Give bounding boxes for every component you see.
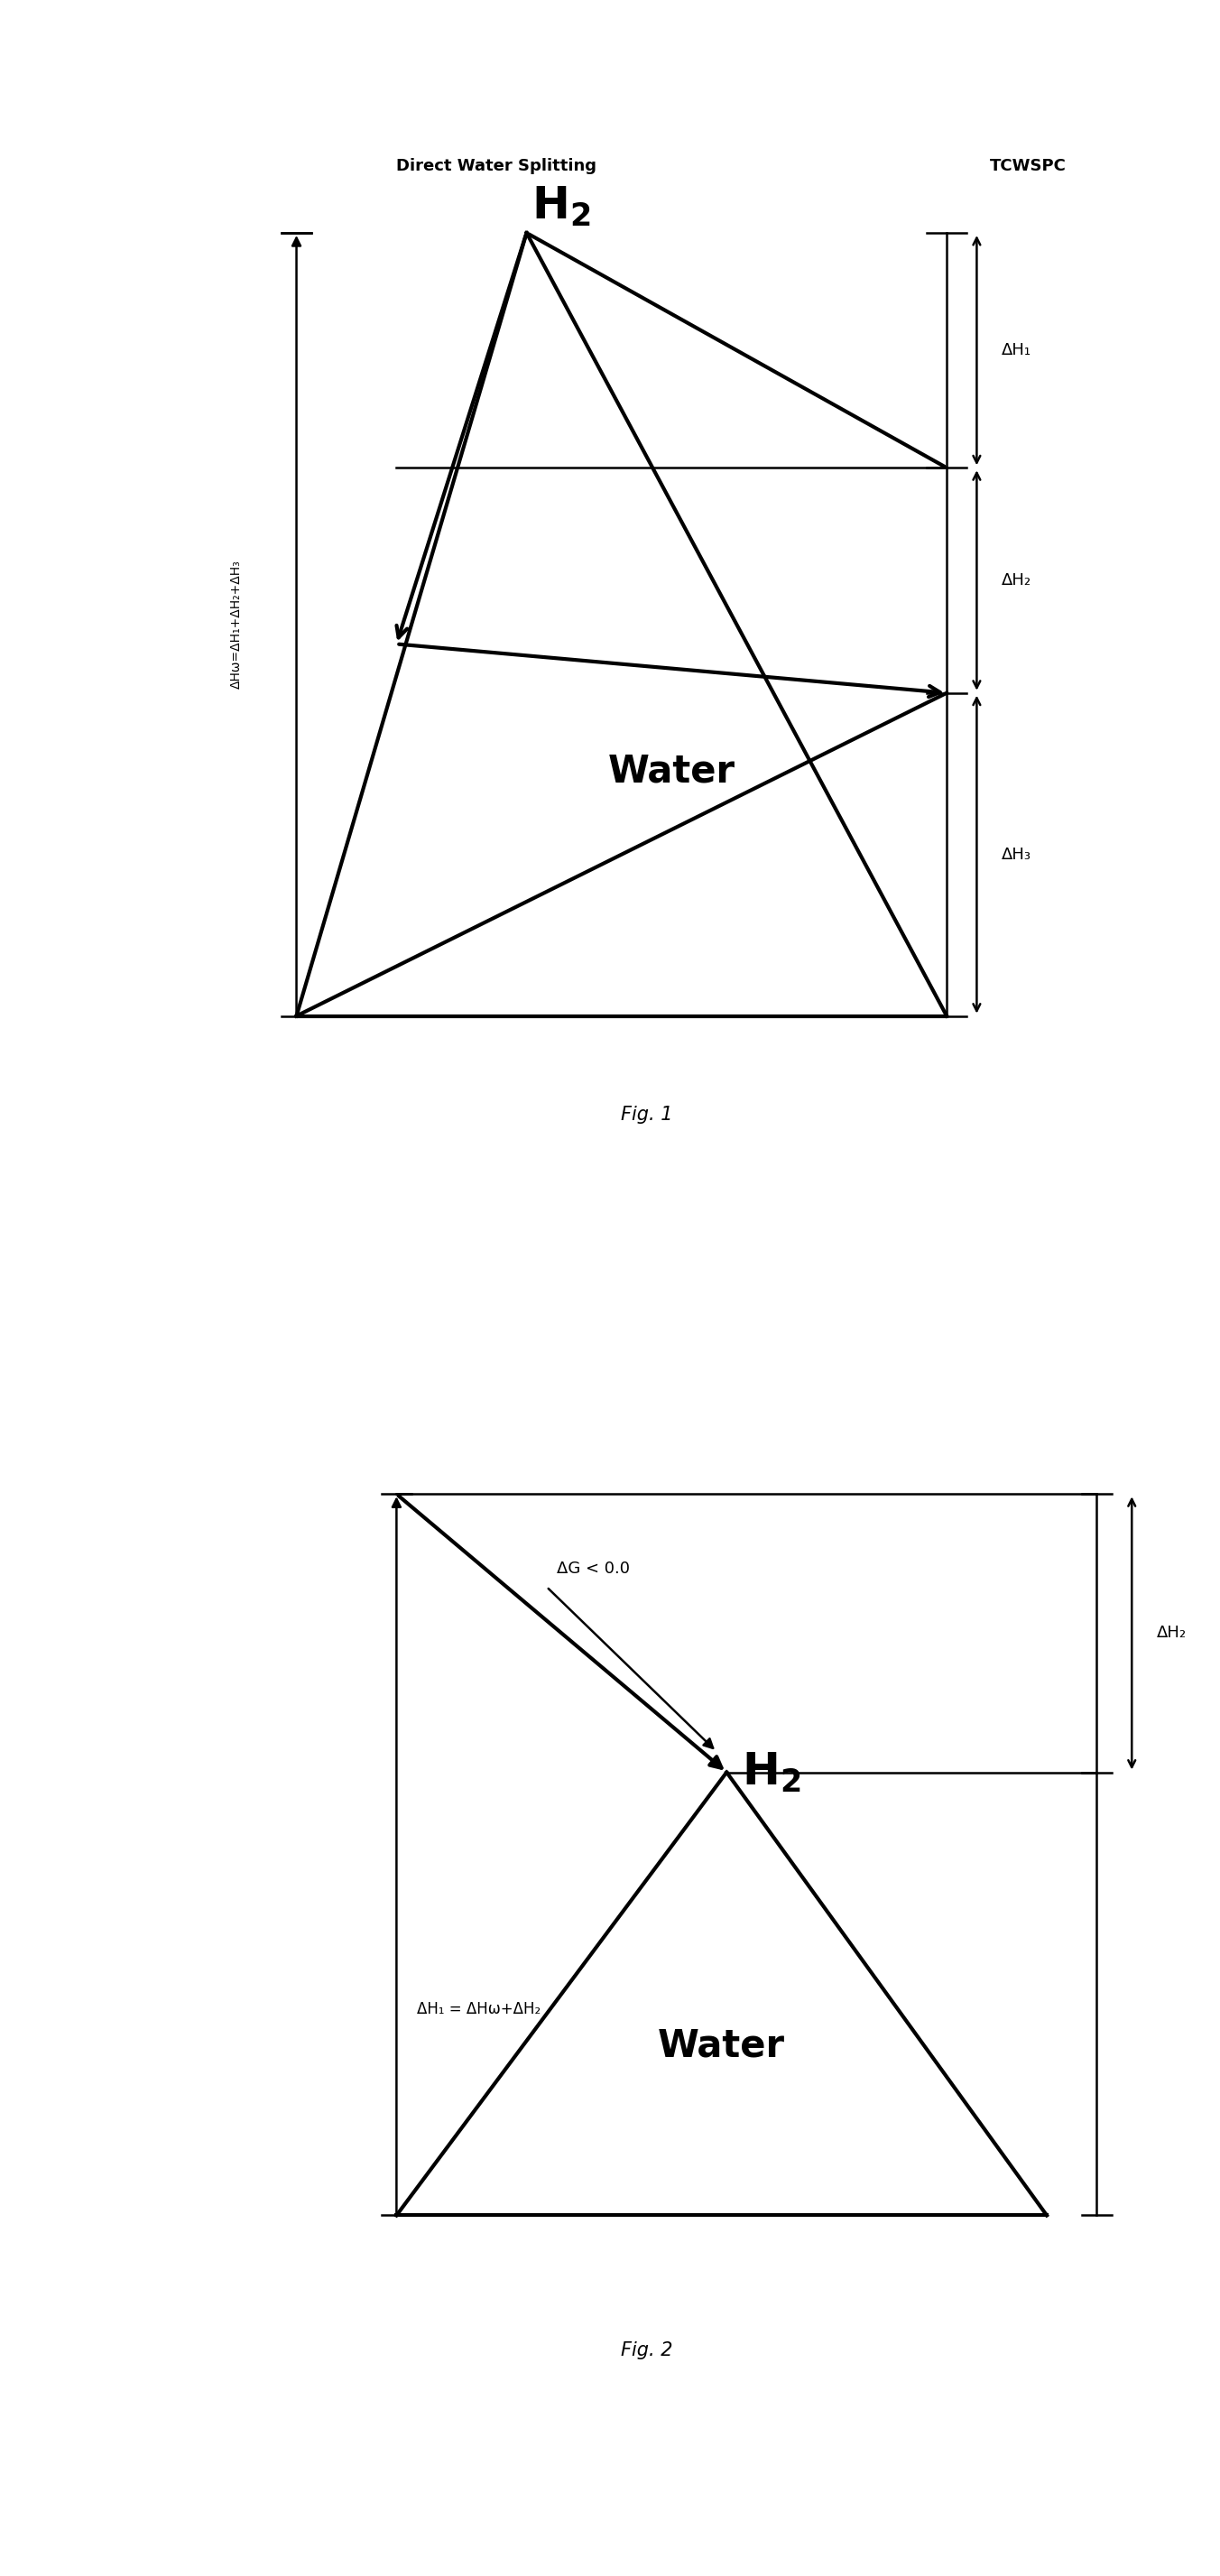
Text: ΔHω=ΔH₁+ΔH₂+ΔH₃: ΔHω=ΔH₁+ΔH₂+ΔH₃ (231, 559, 243, 688)
Text: ΔH₁ = ΔHω+ΔH₂: ΔH₁ = ΔHω+ΔH₂ (416, 2002, 540, 2017)
Text: Direct Water Splitting: Direct Water Splitting (396, 157, 597, 175)
Text: $\mathbf{H_2}$: $\mathbf{H_2}$ (532, 185, 590, 227)
Text: ΔH₁: ΔH₁ (1002, 343, 1032, 358)
Text: ΔH₂: ΔH₂ (1002, 572, 1032, 587)
Text: $\mathbf{H_2}$: $\mathbf{H_2}$ (742, 1752, 800, 1793)
Text: TCWSPC: TCWSPC (991, 157, 1066, 175)
Text: Water: Water (658, 2027, 786, 2063)
Text: Water: Water (608, 752, 736, 791)
Text: ΔH₂: ΔH₂ (1157, 1625, 1187, 1641)
Text: Fig. 1: Fig. 1 (621, 1105, 672, 1123)
Text: ΔG < 0.0: ΔG < 0.0 (556, 1561, 630, 1577)
Text: ΔH₃: ΔH₃ (1002, 848, 1032, 863)
Text: Fig. 2: Fig. 2 (621, 2342, 672, 2360)
